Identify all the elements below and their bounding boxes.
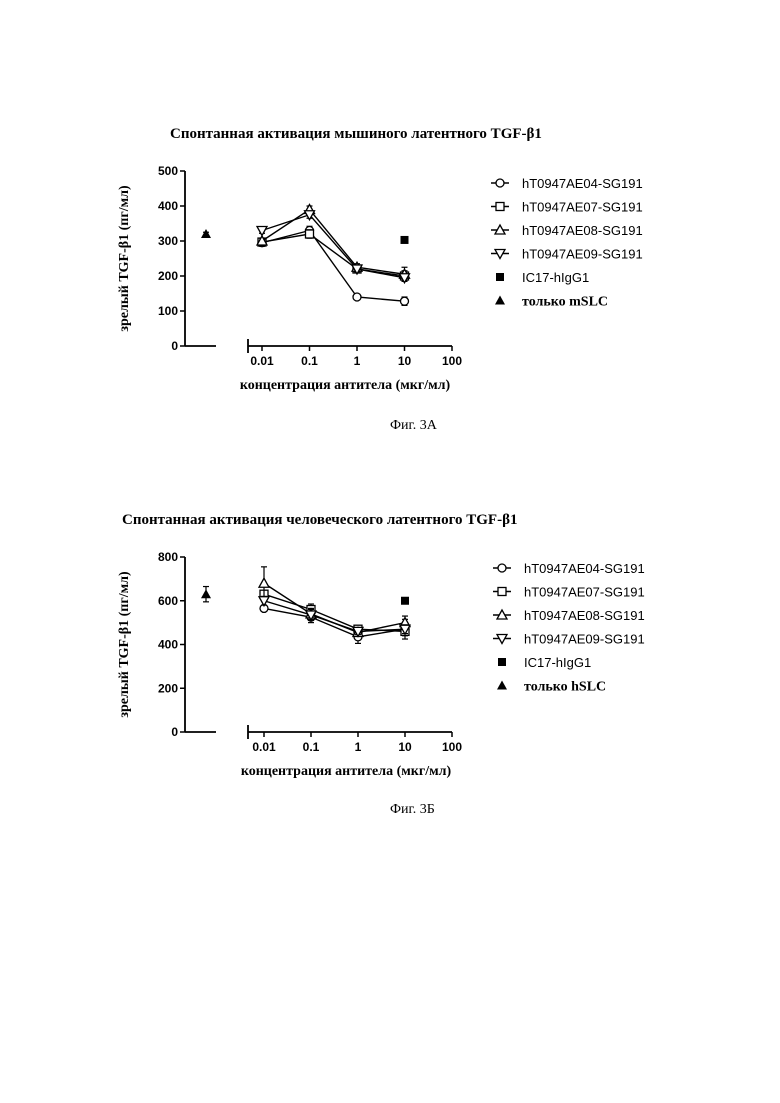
legend-label: hT0947AE07-SG191 (524, 585, 645, 600)
legend-label: hT0947AE08-SG191 (524, 608, 645, 623)
legend-label: hT0947AE04-SG191 (524, 561, 645, 576)
series-2 (259, 567, 410, 637)
legend-item: hT0947AE04-SG191 (493, 561, 645, 576)
control-0 (401, 597, 409, 605)
chart-b: 0 200 400 600 800 0.01 0.1 1 10 100 концентрация а… (0, 0, 780, 1103)
legend-label: только hSLC (524, 680, 606, 695)
x-tick-label: 0.1 (303, 740, 320, 754)
legend-marker (497, 681, 507, 690)
legend-label: IC17-hIgG1 (524, 655, 591, 670)
legend-marker (498, 564, 506, 572)
legend-marker (498, 588, 506, 596)
legend-item: IC17-hIgG1 (498, 655, 591, 670)
figure-caption-b: Фиг. 3Б (390, 802, 435, 818)
series-1 (260, 590, 409, 636)
legend-label: hT0947AE09-SG191 (524, 632, 645, 647)
legend-item: только hSLC (497, 680, 606, 695)
x-tick-label: 100 (442, 740, 462, 754)
y-tick-label: 400 (158, 638, 178, 652)
control-1 (201, 587, 211, 602)
legend-item: hT0947AE08-SG191 (493, 608, 645, 623)
series-3 (259, 596, 410, 636)
x-tick-label: 10 (398, 740, 412, 754)
y-tick-label: 0 (171, 725, 178, 739)
legend-item: hT0947AE09-SG191 (493, 632, 645, 647)
data-point (401, 597, 409, 605)
x-tick-label: 0.01 (252, 740, 276, 754)
y-tick-label: 200 (158, 681, 178, 695)
legend-item: hT0947AE07-SG191 (493, 585, 645, 600)
y-tick-label: 600 (158, 594, 178, 608)
data-point (259, 578, 269, 587)
x-axis-label: концентрация антитела (мкг/мл) (241, 764, 452, 779)
x-tick-label: 1 (355, 740, 362, 754)
data-point (201, 589, 211, 598)
legend-marker (498, 658, 506, 666)
y-tick-label: 800 (158, 550, 178, 564)
y-axis-label: зрелый TGF-β1 (пг/мл) (117, 571, 132, 718)
